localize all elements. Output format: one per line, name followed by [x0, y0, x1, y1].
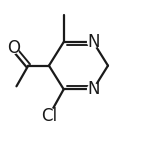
Circle shape	[88, 84, 99, 95]
Circle shape	[41, 108, 57, 124]
Circle shape	[88, 36, 99, 48]
Text: O: O	[7, 39, 20, 57]
Circle shape	[8, 42, 19, 53]
Text: N: N	[87, 33, 100, 51]
Text: N: N	[87, 80, 100, 98]
Text: Cl: Cl	[41, 107, 57, 125]
